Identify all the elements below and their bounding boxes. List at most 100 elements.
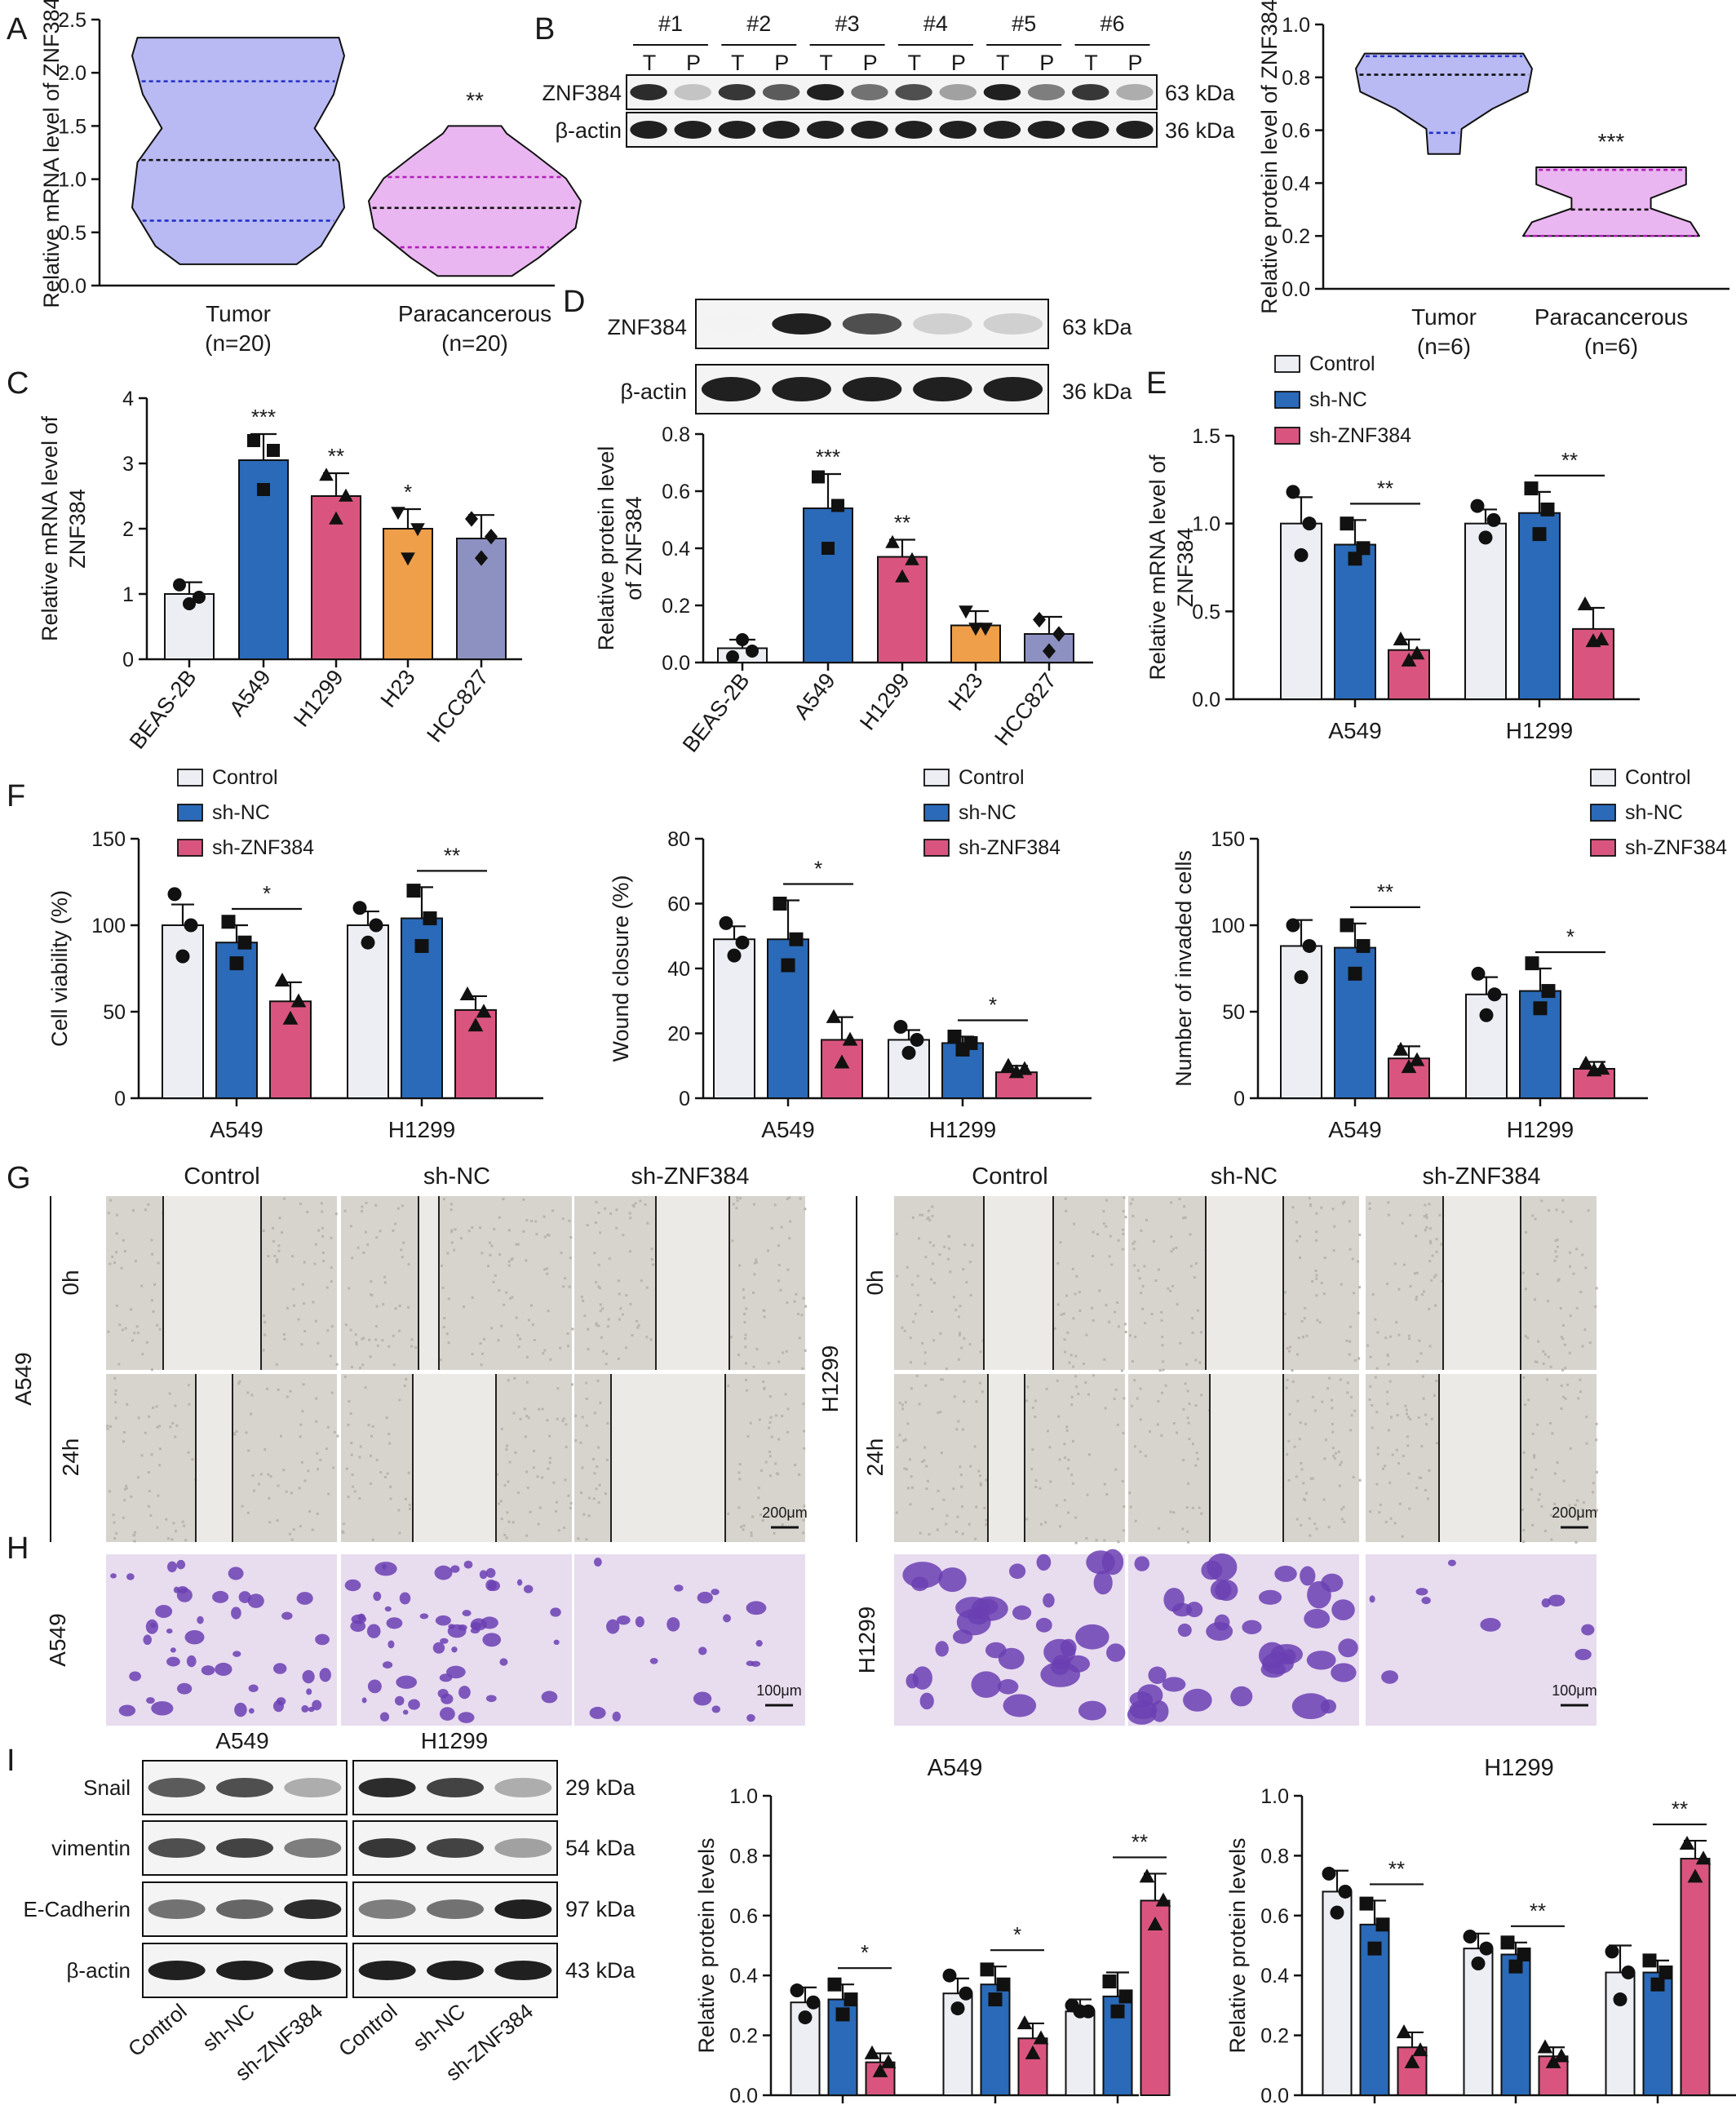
invaded-cell [589,1706,606,1719]
cell-speck [1120,1369,1123,1372]
cell-speck [1406,1416,1410,1419]
cell-speck [107,1212,110,1215]
cell-speck [801,1367,804,1370]
cell-speck [1286,1347,1289,1350]
cell-speck [1144,1322,1147,1325]
data-point [735,935,750,950]
significance-label: *** [816,445,840,469]
y-tick-label: 0.6 [729,1905,758,1928]
cell-speck [276,1261,279,1264]
cell-speck [492,1280,495,1283]
cell-speck [1295,1475,1298,1478]
cell-speck [1402,1455,1405,1458]
cell-speck [758,1418,761,1421]
cell-speck [1533,1454,1536,1457]
invaded-cell [145,1619,159,1634]
cell-speck [1417,1416,1420,1419]
data-point [1073,2004,1087,2019]
scale-bar-label: 100μm [1552,1682,1596,1699]
blot-band [427,1778,484,1797]
blot-kda: 29 kDa [565,1775,636,1800]
cell-speck [275,1363,278,1366]
cell-speck [1171,1248,1175,1251]
cell-speck [931,1205,934,1208]
cell-speck [1343,1200,1346,1203]
data-point [173,578,186,592]
cell-speck [1594,1305,1597,1308]
cell-speck [408,1503,411,1506]
invaded-cell [386,1617,403,1629]
blot-band [807,121,844,139]
invaded-cell [399,1592,411,1605]
cell-speck [404,1497,407,1500]
y-tick-label: 0.8 [1260,1845,1289,1868]
cell-speck [1429,1242,1433,1245]
cell-speck [1056,1379,1059,1382]
cell-speck [555,1500,558,1504]
cell-speck [1438,1213,1442,1217]
cell-speck [1140,1229,1143,1232]
cell-speck [798,1336,801,1340]
cell-speck [1295,1518,1299,1521]
cell-speck [1158,1527,1161,1530]
cell-speck [609,1212,613,1216]
cell-speck [1415,1298,1418,1301]
cell-speck [764,1460,768,1464]
cell-speck [755,1261,758,1264]
cell-speck [1331,1422,1334,1425]
cell-speck [321,1251,325,1254]
significance-label: ** [444,843,460,867]
blot-band [148,1838,206,1858]
cell-speck [471,1225,474,1229]
bar-control [713,938,755,1099]
blot-band [216,1778,273,1797]
cell-speck [447,1341,450,1345]
cell-speck [1308,1517,1311,1520]
cell-speck [932,1262,935,1265]
cell-speck [744,1333,747,1336]
cell-speck [303,1479,307,1482]
cell-speck [1092,1374,1095,1377]
cell-speck [351,1474,354,1477]
cell-speck [745,1389,748,1392]
cell-speck [111,1255,114,1258]
cell-speck [1136,1269,1140,1272]
cell-speck [1524,1287,1527,1291]
invaded-cell [1331,1663,1357,1682]
legend-label-shznf: sh-ZNF384 [959,836,1061,859]
cell-speck [979,1482,982,1485]
cell-speck [581,1466,584,1469]
cell-speck [560,1252,563,1255]
cell-speck [640,1279,643,1283]
cell-speck [286,1306,289,1310]
data-point [798,2010,813,2025]
cell-speck [1283,1312,1286,1315]
invaded-cell [458,1686,471,1700]
cell-speck [735,1207,738,1210]
invaded-cell [1127,1704,1157,1725]
data-point [980,1962,994,1977]
invaded-cell [155,1604,173,1619]
cell-speck [604,1492,607,1496]
cell-speck [963,1243,967,1247]
cell-speck [930,1278,933,1281]
cell-speck [1162,1368,1165,1372]
cell-speck [985,1518,988,1522]
cell-speck [804,1305,808,1308]
cell-speck [125,1484,128,1487]
cell-speck [1122,1209,1125,1212]
legend-swatch-control [177,769,203,787]
blot-band [284,1838,342,1858]
cell-speck [300,1343,303,1346]
cell-speck [479,1342,482,1345]
cell-speck [1369,1385,1372,1388]
invaded-cell [215,1662,232,1676]
data-point [1139,1868,1155,1883]
cell-speck [963,1400,966,1403]
cell-speck [916,1274,919,1278]
cell-speck [777,1360,781,1363]
cell-speck [777,1438,781,1441]
cell-speck [1156,1423,1159,1426]
cell-speck [911,1216,914,1219]
cell-speck [1340,1283,1343,1286]
